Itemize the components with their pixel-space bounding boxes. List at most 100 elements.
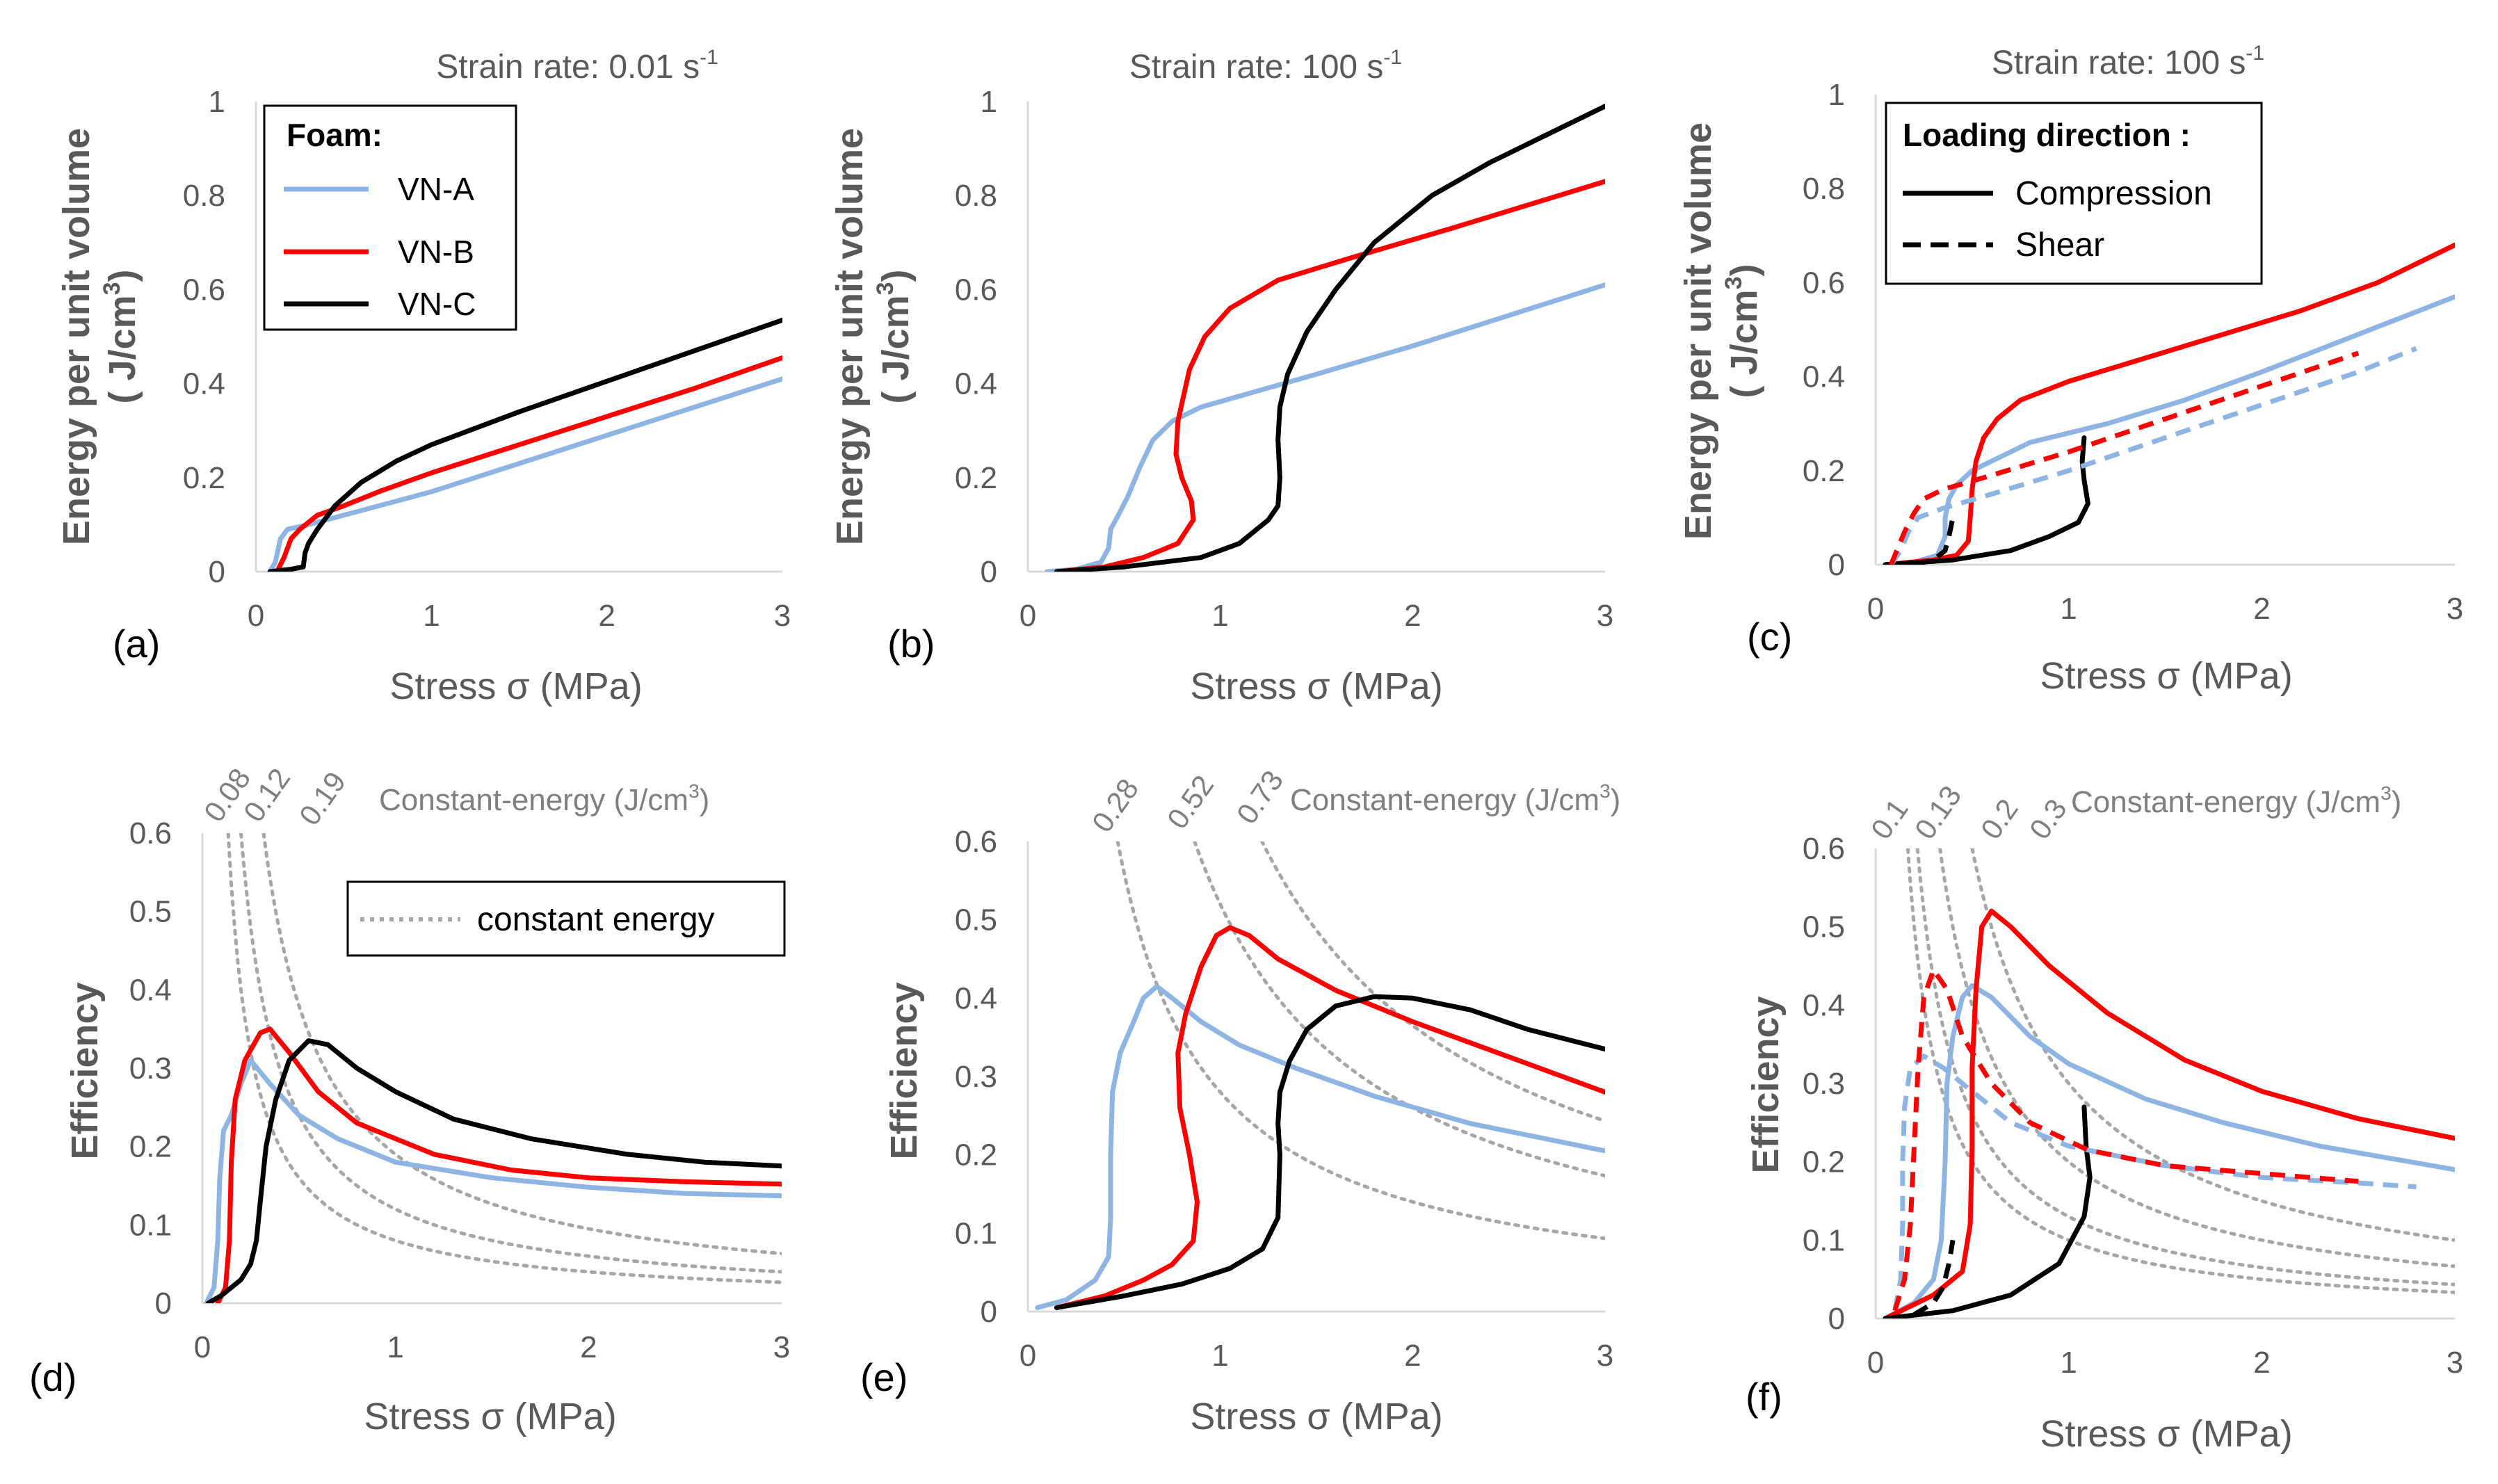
panel-d-constant-energy-curve [261,833,782,1256]
panel-f-series-vn-b-compression [1883,908,2455,1318]
foam-legend-title: Foam: [287,117,382,153]
panel-d-iso-labels: 0.080.120.19 [198,762,352,831]
panel-c-y-tick: 0 [1828,548,1845,582]
panel-c-x-tick: 1 [2060,592,2077,626]
panel-e-constant-energy-curve [1115,841,1605,1241]
panel-b-axes: 0 1 2 3 0 0.2 0.4 0.6 0.8 1 [955,85,1613,633]
panel-d-y-tick: 0.3 [129,1051,172,1086]
panel-d-constant-energy-label: 0.12 [237,762,296,828]
panel-a-series-vn-a [267,376,782,572]
panel-d-plot [204,833,782,1303]
panel-d-series-vn-b [215,1026,782,1303]
panel-f-x-tick: 1 [2060,1346,2077,1380]
panel-a-x-tick: 0 [248,599,264,633]
panel-b-x-tick: 1 [1211,599,1228,633]
panel-c-xlabel: Stress σ (MPa) [2040,655,2292,697]
panel-f-constant-energy-label: 0.1 [1864,793,1915,845]
panel-d-series-vn-a [204,1058,782,1303]
panel-d-x-tick: 0 [194,1330,211,1364]
panel-c-letter: (c) [1747,615,1792,659]
panel-d-y-tick: 0.6 [129,816,172,850]
panel-a-title: Strain rate: 0.01 s-1 [436,46,718,86]
panel-b-y-tick: 0 [981,555,997,589]
panel-f-xlabel: Stress σ (MPa) [2040,1413,2292,1455]
panel-b-y-tick: 0.4 [955,367,997,401]
panel-f-constant-energy-curve [1915,848,2455,1287]
foam-legend-label-vn-b: VN-B [398,234,474,270]
panel-e-constant-energy-label: 0.73 [1230,764,1289,830]
panel-c-series-vn-b-compression [1883,242,2455,565]
panel-a-y-tick: 0 [209,555,225,589]
panel-f-constant-energy-title: Constant-energy (J/cm3) [2071,782,2401,819]
panel-a-ylabel-line1: Energy per unit volume [56,128,97,545]
panel-f-y-tick: 0.3 [1803,1067,1845,1101]
constant-energy-legend: constant energy [346,880,786,957]
constant-energy-legend-label: constant energy [477,901,715,938]
panel-c-y-tick: 0.8 [1803,172,1845,206]
panel-f-constant-energy-label: 0.13 [1908,780,1967,845]
panel-e-x-tick: 2 [1404,1339,1421,1373]
panel-d-x-tick: 3 [773,1330,790,1364]
panel-b-plot [1045,104,1605,572]
panel-e-constant-energy-label: 0.52 [1161,769,1220,834]
panel-e-axes: 0 1 2 3 0 0.1 0.2 0.3 0.4 0.5 0.6 [955,825,1613,1373]
panel-b-xlabel: Stress σ (MPa) [1190,666,1442,707]
panel-e: Constant-energy (J/cm3) Efficiency 0 1 2 30… [860,764,1620,1437]
panel-a-series-vn-b [274,355,782,572]
panel-d-constant-energy-title: Constant-energy (J/cm3) [379,780,709,817]
panel-a-y-tick: 0.8 [183,179,225,213]
panel-d-constant-energy-curve [226,833,782,1284]
panel-c-series-vn-a-shear [1889,346,2417,565]
panel-e-y-tick: 0.4 [955,981,997,1015]
panel-f-series-vn-a-compression [1883,983,2455,1318]
panel-f-y-tick: 0.4 [1803,988,1845,1022]
panel-e-x-tick: 3 [1597,1339,1613,1373]
panel-f-letter: (f) [1746,1375,1782,1419]
panel-b-title: Strain rate: 100 s-1 [1129,46,1402,86]
panel-e-x-tick: 0 [1020,1339,1036,1373]
panel-a-y-tick: 0.4 [183,367,225,401]
panel-f-axes: 0 1 2 3 0 0.1 0.2 0.3 0.4 0.5 0.6 [1803,832,2463,1380]
panel-a-y-tick: 1 [209,85,225,119]
panel-e-constant-energy-title: Constant-energy (J/cm3) [1290,780,1620,817]
panel-c-ylabel-line1: Energy per unit volume [1677,122,1719,540]
foam-legend-label-vn-a: VN-A [398,171,474,207]
panel-c-series-vn-a-compression [1883,294,2455,565]
panel-b-x-tick: 2 [1404,599,1421,633]
panel-b-y-tick: 1 [981,85,997,119]
panel-f-x-tick: 0 [1867,1346,1884,1380]
panel-e-y-tick: 0.6 [955,825,997,859]
panel-b-y-tick: 0.8 [955,179,997,213]
panel-e-y-tick: 0.2 [955,1138,997,1172]
loading-legend: Loading direction : Compression Shear [1885,102,2263,285]
panel-a-letter: (a) [113,622,160,666]
panel-d-y-tick: 0.4 [129,973,172,1007]
panel-e-constant-energy-label: 0.28 [1086,773,1145,838]
foam-legend-box [263,104,517,331]
panel-a-y-tick: 0.2 [183,461,225,495]
panel-c-x-tick: 3 [2447,592,2463,626]
panel-b-series-vn-a [1045,282,1605,572]
panel-f-ylabel: Efficiency [1745,996,1787,1173]
constant-energy-legend-box [346,880,786,957]
panel-f-y-tick: 0.2 [1803,1145,1845,1179]
panel-b-ylabel-line1: Energy per unit volume [829,128,871,545]
panel-c-y-tick: 1 [1828,78,1845,112]
loading-legend-label-compression: Compression [2015,175,2212,212]
foam-legend-label-vn-c: VN-C [398,286,476,322]
panel-e-y-tick: 0.5 [955,903,997,937]
panel-f-y-tick: 0.1 [1803,1223,1845,1257]
panel-d-ylabel: Efficiency [64,982,106,1159]
panel-e-ylabel: Efficiency [883,982,925,1159]
panel-d-axes: 0 1 2 3 0 0.1 0.2 0.3 0.4 0.5 0.6 [129,816,790,1364]
panel-f-constant-energy-curve [1970,848,2455,1242]
panel-a-x-tick: 3 [774,599,791,633]
panel-e-y-tick: 0 [981,1295,997,1329]
panel-c-title: Strain rate: 100 s-1 [1992,42,2264,81]
panel-e-y-tick: 0.3 [955,1060,997,1094]
panel-b-x-tick: 0 [1020,599,1036,633]
panel-b: Strain rate: 100 s-1 Energy per unit vol… [829,46,1613,707]
panel-a-axes: 0 1 2 3 0 0.2 0.4 0.6 0.8 1 [183,85,791,633]
panel-a-ylabel: Energy per unit volume ( J/cm3) [56,128,143,545]
